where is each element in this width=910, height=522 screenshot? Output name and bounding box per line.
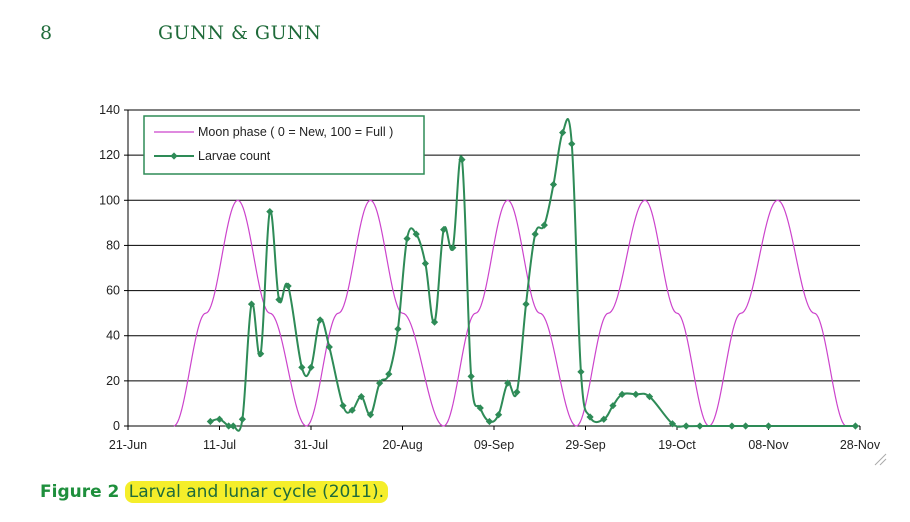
legend-larvae-label: Larvae count	[198, 149, 271, 163]
y-tick-label: 120	[99, 148, 120, 162]
larvae-count-point	[266, 207, 274, 216]
larvae-count-point	[467, 372, 475, 380]
series-layer	[173, 118, 860, 432]
y-tick-label: 80	[106, 238, 120, 252]
legend-box	[143, 115, 425, 175]
larvae-count-point	[284, 282, 292, 290]
figure-caption: Figure 2 Larval and lunar cycle (2011).	[40, 481, 389, 503]
larvae-count-point	[385, 370, 393, 378]
larvae-count-point	[458, 156, 466, 164]
larvae-count-point	[421, 259, 429, 268]
larvae-count-point	[668, 420, 677, 428]
axis-layer: 0 20 40 60 80 100 120 140 21-Jun 11-Jul 31-Jul 20-A…	[99, 103, 881, 452]
x-tick-label: 11-Jul	[203, 438, 236, 452]
larvae-count-point	[549, 180, 558, 189]
larvae-count-point	[522, 300, 530, 308]
larvae-count-point	[229, 422, 237, 430]
y-tick-label: 60	[106, 284, 120, 298]
y-tick-label: 100	[99, 193, 120, 207]
larvae-count-point	[682, 422, 690, 430]
y-tick-label: 40	[106, 329, 120, 343]
larvae-count-point	[851, 422, 860, 430]
larvae-count-point	[376, 379, 384, 387]
larvae-count-point	[577, 368, 585, 376]
larvae-count-point	[609, 402, 617, 410]
larvae-count-point	[540, 221, 548, 229]
larvae-count-point	[298, 363, 306, 371]
legend: Moon phase ( 0 = New, 100 = Full ) Larvae…	[143, 115, 425, 175]
caption-label: Figure 2	[40, 482, 120, 502]
larvae-count-point	[206, 417, 214, 426]
larvae-count-point	[325, 343, 333, 351]
larvae-count-point	[586, 413, 594, 421]
larvae-count-point	[257, 350, 265, 358]
larvae-count-point	[513, 388, 521, 396]
larvae-count-point	[316, 316, 324, 324]
y-tick-label: 20	[106, 374, 120, 388]
larvae-count-point	[412, 230, 420, 238]
y-tick-label: 140	[99, 103, 120, 117]
legend-moon-label: Moon phase ( 0 = New, 100 = Full )	[198, 125, 393, 139]
larvae-count-point	[394, 325, 402, 333]
larvae-count-point	[568, 140, 576, 148]
larvae-count-point	[225, 422, 233, 430]
larvae-count-point	[215, 415, 224, 423]
moon-phase-line	[173, 199, 847, 427]
larvae-count-point	[357, 393, 365, 401]
chart: 0 20 40 60 80 100 120 140 21-Jun 11-Jul 31-Jul 20-A…	[99, 103, 881, 452]
larvae-count-point	[449, 244, 457, 252]
x-tick-label: 09-Sep	[474, 438, 514, 452]
x-tick-label: 19-Oct	[658, 438, 696, 452]
larvae-count-point	[531, 230, 539, 238]
larvae-count-point	[348, 406, 356, 414]
larvae-count-point	[632, 390, 640, 398]
larvae-count-point	[504, 379, 512, 387]
resize-grip-icon	[874, 453, 887, 466]
larvae-count-point	[764, 422, 773, 430]
larvae-count-point	[645, 393, 654, 401]
larvae-count-point	[485, 417, 494, 426]
larvae-count-point	[600, 415, 608, 423]
y-tick-label: 0	[113, 419, 120, 433]
x-tick-label: 29-Sep	[565, 438, 605, 452]
caption-text: Larval and lunar cycle (2011).	[124, 481, 389, 503]
larvae-count-point	[494, 411, 503, 419]
larvae-count-point	[476, 404, 484, 412]
x-tick-label: 20-Aug	[382, 438, 422, 452]
larvae-count-point	[307, 363, 315, 371]
running-head: GUNN & GUNN	[158, 22, 322, 44]
x-tick-label: 08-Nov	[748, 438, 789, 452]
larvae-count-point	[430, 318, 439, 326]
larvae-count-point	[403, 235, 411, 243]
larvae-count-point	[742, 422, 750, 430]
legend-larvae-marker	[170, 152, 178, 160]
larvae-count-point	[238, 415, 246, 423]
larvae-count-point	[339, 402, 347, 410]
larvae-count-point	[728, 422, 736, 430]
larvae-count-point	[618, 390, 626, 398]
larvae-count-point	[559, 128, 567, 137]
larvae-count-point	[440, 226, 448, 234]
larvae-count-point	[275, 296, 283, 304]
larvae-count-point	[247, 300, 256, 308]
x-tick-label: 31-Jul	[294, 438, 328, 452]
larvae-count-point	[366, 411, 375, 419]
page-number: 8	[40, 22, 53, 44]
larvae-count-point	[696, 422, 704, 430]
x-tick-label: 21-Jun	[109, 438, 147, 452]
x-tick-label: 28-Nov	[840, 438, 881, 452]
